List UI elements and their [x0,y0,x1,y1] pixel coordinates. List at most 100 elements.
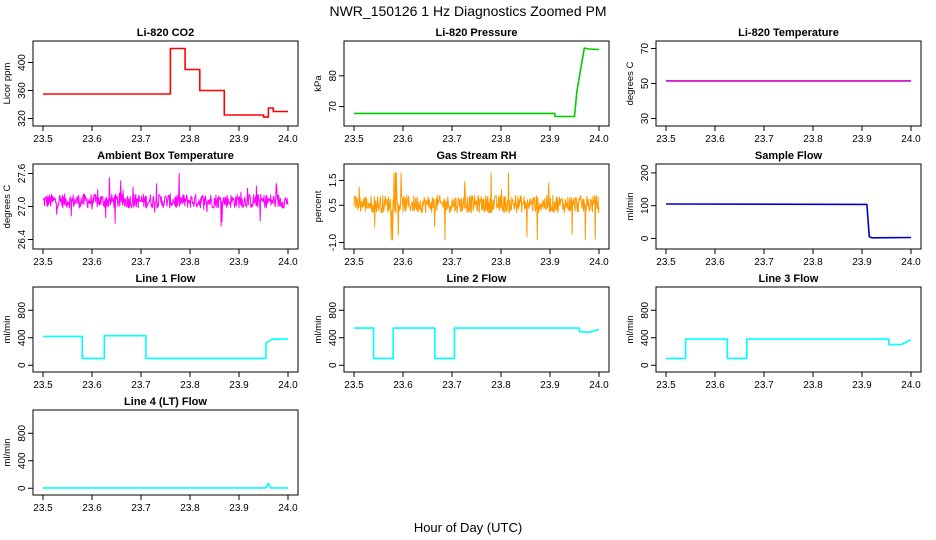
chart-panel: Ambient Box Temperature 23.5 23.6 23.7 23.8 2… [2,150,299,268]
x-tick-label: 23.5 [344,380,364,391]
x-tick-label: 24.0 [278,503,298,514]
plot-frame [655,40,922,127]
plot-frame [32,286,299,373]
x-tick-label: 23.7 [131,503,151,514]
series-line [43,482,288,489]
y-axis-label: ml/min [313,316,324,344]
x-tick-label: 23.6 [82,134,102,145]
plot-frame [32,40,299,127]
y-tick-label: 100 [640,197,651,214]
y-tick-label: 0 [640,235,651,241]
figure-xlabel: Hour of Day (UTC) [414,520,522,535]
y-tick-label: 70 [328,101,339,113]
x-tick-label: 23.7 [442,134,462,145]
panels: Li-820 CO2 23.5 23.6 23.7 23.8 23.9 24.0 320 360… [2,27,922,514]
series-line [42,173,289,227]
x-tick-label: 23.9 [229,134,249,145]
x-tick-label: 24.0 [589,257,609,268]
y-axis-label: kPa [313,75,324,92]
x-tick-label: 24.0 [901,134,921,145]
x-tick-label: 23.8 [180,503,200,514]
x-tick-label: 23.7 [442,380,462,391]
y-axis-label: ml/min [625,193,636,221]
y-tick-label: 800 [17,424,28,441]
y-axis-label: degrees C [625,61,636,105]
chart-panel: Line 3 Flow 23.5 23.6 23.7 23.8 23.9 24.0 0 400 8… [625,273,922,391]
y-tick-label: 0.5 [328,198,339,212]
x-tick-label: 23.9 [540,257,560,268]
y-axis-label: percent [313,190,324,222]
x-tick-label: 23.5 [344,134,364,145]
series-line [665,203,912,239]
series-line [354,327,600,360]
x-tick-label: 23.7 [754,257,774,268]
chart-panel: Li-820 Pressure 23.5 23.6 23.7 23.8 23.9 24.0 7… [313,27,610,145]
x-tick-label: 23.6 [82,503,102,514]
panel-title: Line 1 Flow [136,273,196,285]
plot-frame [343,40,610,127]
plot-frame [343,163,610,250]
plot-frame [32,409,299,496]
x-tick-label: 24.0 [901,257,921,268]
y-tick-label: 1.5 [328,173,339,187]
y-axis-label: Licor ppm [2,63,13,105]
y-tick-label: 400 [17,54,28,71]
series-line [43,47,288,118]
chart-panel: Line 1 Flow 23.5 23.6 23.7 23.8 23.9 24.0 0 400 8… [2,273,299,391]
chart-panel: Li-820 CO2 23.5 23.6 23.7 23.8 23.9 24.0 320 360… [2,27,299,145]
panel-title: Gas Stream RH [436,150,516,162]
x-tick-label: 24.0 [901,380,921,391]
series-line [666,338,912,360]
chart-panel: Gas Stream RH 23.5 23.6 23.7 23.8 23.9 24.0 -1.… [313,150,610,268]
y-axis-label: ml/min [625,316,636,344]
x-tick-label: 24.0 [278,134,298,145]
panel-title: Sample Flow [755,150,823,162]
y-tick-label: 800 [328,301,339,318]
x-tick-label: 23.5 [33,503,53,514]
y-tick-label: 360 [17,82,28,99]
x-tick-label: 23.8 [180,257,200,268]
x-tick-label: 23.9 [852,380,872,391]
x-tick-label: 23.5 [344,257,364,268]
y-tick-label: 80 [328,70,339,82]
x-tick-label: 23.8 [491,134,511,145]
panel-title: Li-820 Pressure [436,27,518,39]
x-tick-label: 23.9 [229,503,249,514]
series-line [353,172,600,241]
chart-panel: Sample Flow 23.5 23.6 23.7 23.8 23.9 24.0 0 100 2… [625,150,922,268]
x-tick-label: 23.9 [852,134,872,145]
y-tick-label: 400 [328,329,339,346]
x-tick-label: 23.8 [803,257,823,268]
x-tick-label: 23.8 [491,380,511,391]
y-tick-label: 400 [17,329,28,346]
plot-frame [655,163,922,250]
x-tick-label: 23.7 [131,257,151,268]
chart-panel: Li-820 Temperature 23.5 23.6 23.7 23.8 23.9 24… [625,27,922,145]
x-tick-label: 23.8 [180,380,200,391]
y-tick-label: 400 [17,452,28,469]
panel-title: Li-820 Temperature [738,27,839,39]
y-tick-label: 0 [328,362,339,368]
y-tick-label: 0 [17,362,28,368]
y-tick-label: 0 [17,485,28,491]
chart-panel: Line 2 Flow 23.5 23.6 23.7 23.8 23.9 24.0 0 400 8… [313,273,610,391]
series-line [43,334,288,360]
y-tick-label: 320 [17,110,28,127]
y-tick-label: -1.0 [328,233,339,251]
x-tick-label: 23.5 [33,257,53,268]
x-tick-label: 23.6 [393,134,413,145]
panel-title: Line 3 Flow [759,273,819,285]
panel-title: Line 4 (LT) Flow [124,396,207,408]
x-tick-label: 23.8 [803,380,823,391]
x-tick-label: 24.0 [589,380,609,391]
plot-frame [343,286,610,373]
figure-title: NWR_150126 1 Hz Diagnostics Zoomed PM [329,3,606,19]
x-tick-label: 23.6 [393,257,413,268]
x-tick-label: 24.0 [589,134,609,145]
x-tick-label: 23.9 [852,257,872,268]
chart-panel: Line 4 (LT) Flow 23.5 23.6 23.7 23.8 23.9 24.0… [2,396,299,514]
x-tick-label: 23.5 [33,134,53,145]
x-tick-label: 23.7 [131,134,151,145]
panel-title: Line 2 Flow [447,273,507,285]
